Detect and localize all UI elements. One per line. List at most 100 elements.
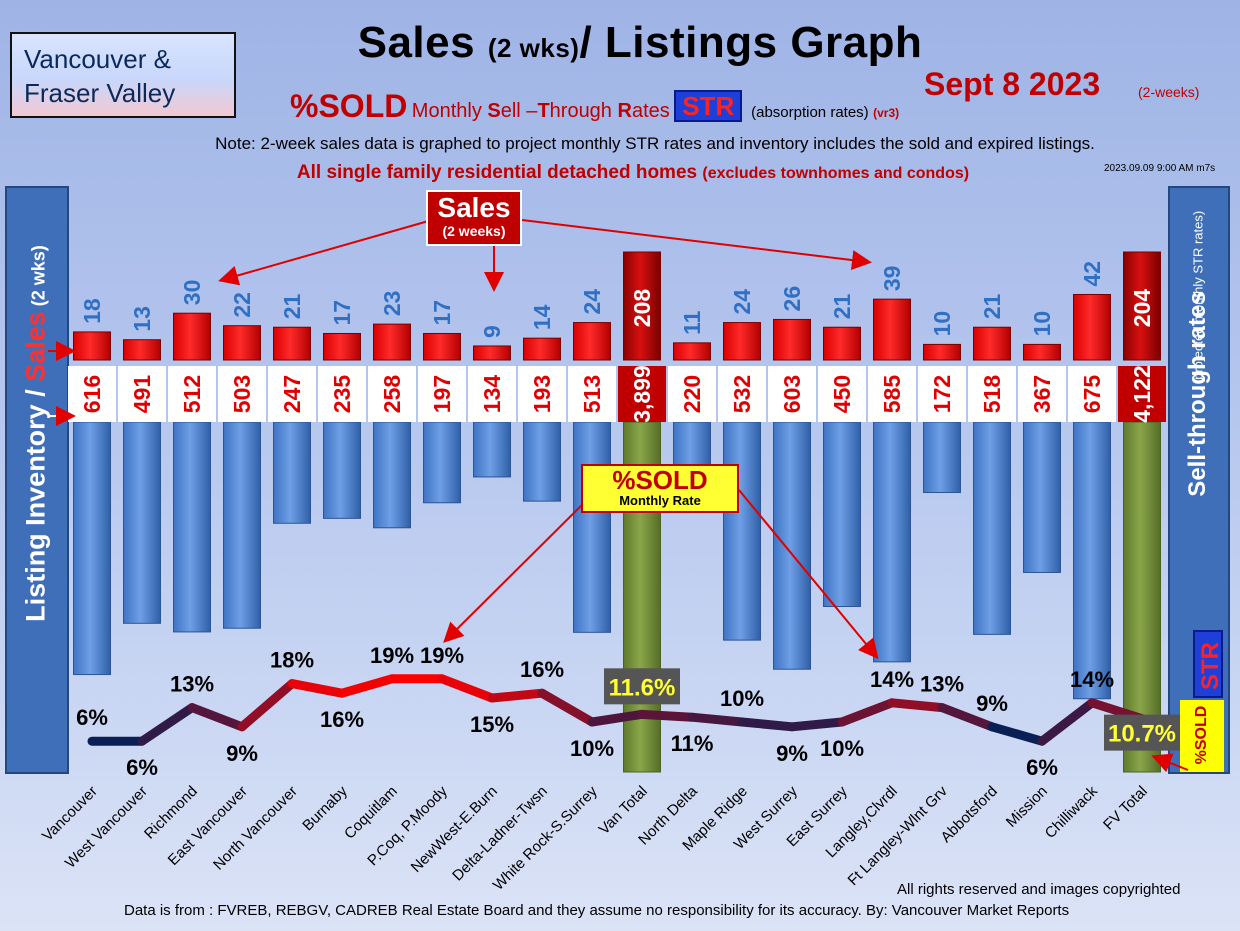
str-label: 9% [776,741,808,766]
sales-label: 208 [629,289,655,328]
str-label: 13% [920,672,964,697]
inventory-label: 134 [479,375,505,414]
subtitle-absorption: (absorption rates) [751,104,869,121]
subtitle-s3: R [617,100,632,122]
total-str-box [604,668,680,705]
sales-bar [723,322,761,361]
str-label: 14% [870,667,914,692]
inventory-bar [873,421,911,663]
category-label: Delta-Ladner-Twsn [449,783,551,885]
str-line-segment [337,674,397,698]
str-line-segment [537,688,597,727]
inventory-label-box [368,366,416,422]
subtitle-part1: Monthly [411,100,488,122]
sales-label: 10 [1029,311,1055,337]
sales-bar [1023,343,1061,361]
sales-arrow-right [521,219,872,270]
sales-bar [823,326,861,361]
sales-bar [373,323,411,361]
inventory-label-box [668,366,716,422]
property-type-main: All single family residential detached h… [296,162,703,183]
subtitle: %SOLD Monthly Sell –Through Rates STR (a… [290,88,990,125]
inventory-bar [723,421,761,641]
inventory-bar [273,421,311,524]
callout-arrows [48,219,1189,773]
str-label: 10% [570,736,614,761]
inventory-label-box [168,366,216,422]
sales-bar [1123,251,1161,361]
sold-callout-title: %SOLD [612,465,708,495]
str-line-segment [937,703,997,732]
inventory-label-box [868,366,916,422]
inventory-label: 513 [579,375,605,413]
sales-label: 11 [679,310,705,335]
sales-bar [173,312,211,361]
str-label: 13% [170,672,214,697]
inventory-label-box [118,366,166,422]
region-line-1: Vancouver & [24,44,171,74]
inventory-label: 585 [879,375,905,414]
sales-label: 24 [579,289,605,315]
sold-arrow-right [738,489,879,660]
inventory-bar [123,421,161,624]
str-label: 6% [76,705,108,730]
inventory-label: 193 [529,375,555,413]
inventory-label-box [1068,366,1116,422]
inventory-bar [73,421,111,676]
inventory-bar [1073,421,1111,700]
sales-label: 17 [329,300,355,326]
str-line-segment [737,717,797,732]
inventory-label: 675 [1079,375,1105,414]
inventory-label-box [518,366,566,422]
inventory-bar [973,421,1011,635]
property-type-small: (excludes townhomes and condos) [702,165,970,182]
str-label: 9% [976,691,1008,716]
str-line-segment [837,698,897,727]
category-label: FV Total [1100,783,1151,834]
str-label: 11% [671,731,714,756]
sales-label: 21 [279,293,305,319]
sales-label: 17 [429,300,455,326]
inventory-label: 258 [379,375,405,414]
sales-label: 21 [979,293,1005,319]
inventory-label: 197 [429,375,455,413]
sales-bar [1073,293,1111,361]
str-line-segment [587,709,647,727]
str-label: 14% [1070,667,1114,692]
inventory-bar [1023,421,1061,573]
inventory-label: 450 [829,375,855,413]
category-label: Ft Langley-Wlnt Grv [844,782,951,889]
subtitle-s2: T [537,100,550,122]
str-label: 10% [720,686,764,711]
inventory-bar [473,421,511,478]
sales-label: 9 [479,325,505,338]
region-box: Vancouver & Fraser Valley [10,32,236,118]
sales-label: 204 [1129,289,1155,328]
sold-callout: %SOLD Monthly Rate [581,464,739,513]
inventory-label: 616 [79,375,105,413]
inventory-label-box [568,366,616,422]
data-note: Note: 2-week sales data is graphed to pr… [215,134,1095,153]
sales-callout-sub: (2 weeks) [442,223,506,239]
inventory-label: 220 [679,375,705,413]
sales-bar [923,343,961,361]
category-label: Burnaby [299,782,351,834]
sales-label: 18 [79,298,105,324]
sales-bar [873,298,911,361]
sales-callout: Sales (2 weeks) [426,190,522,246]
subtitle-part3: hrough [549,100,618,122]
sales-bar [623,251,661,361]
inventory-label-box [1118,366,1166,422]
sales-label: 22 [229,292,255,318]
str-line-segment [887,698,947,713]
subtitle-version: (vr3) [873,106,900,120]
page-title: Sales (2 wks)/ Listings Graph [340,18,940,68]
region-line-2: Fraser Valley [24,78,176,108]
inventory-bar [323,421,361,519]
sales-label: 24 [729,289,755,315]
inventory-bar [423,421,461,504]
sales-bar [523,337,561,361]
str-line-segment [1037,698,1097,746]
report-date-note: (2-weeks) [1138,84,1200,100]
sold-callout-sub: Monthly Rate [619,493,701,508]
